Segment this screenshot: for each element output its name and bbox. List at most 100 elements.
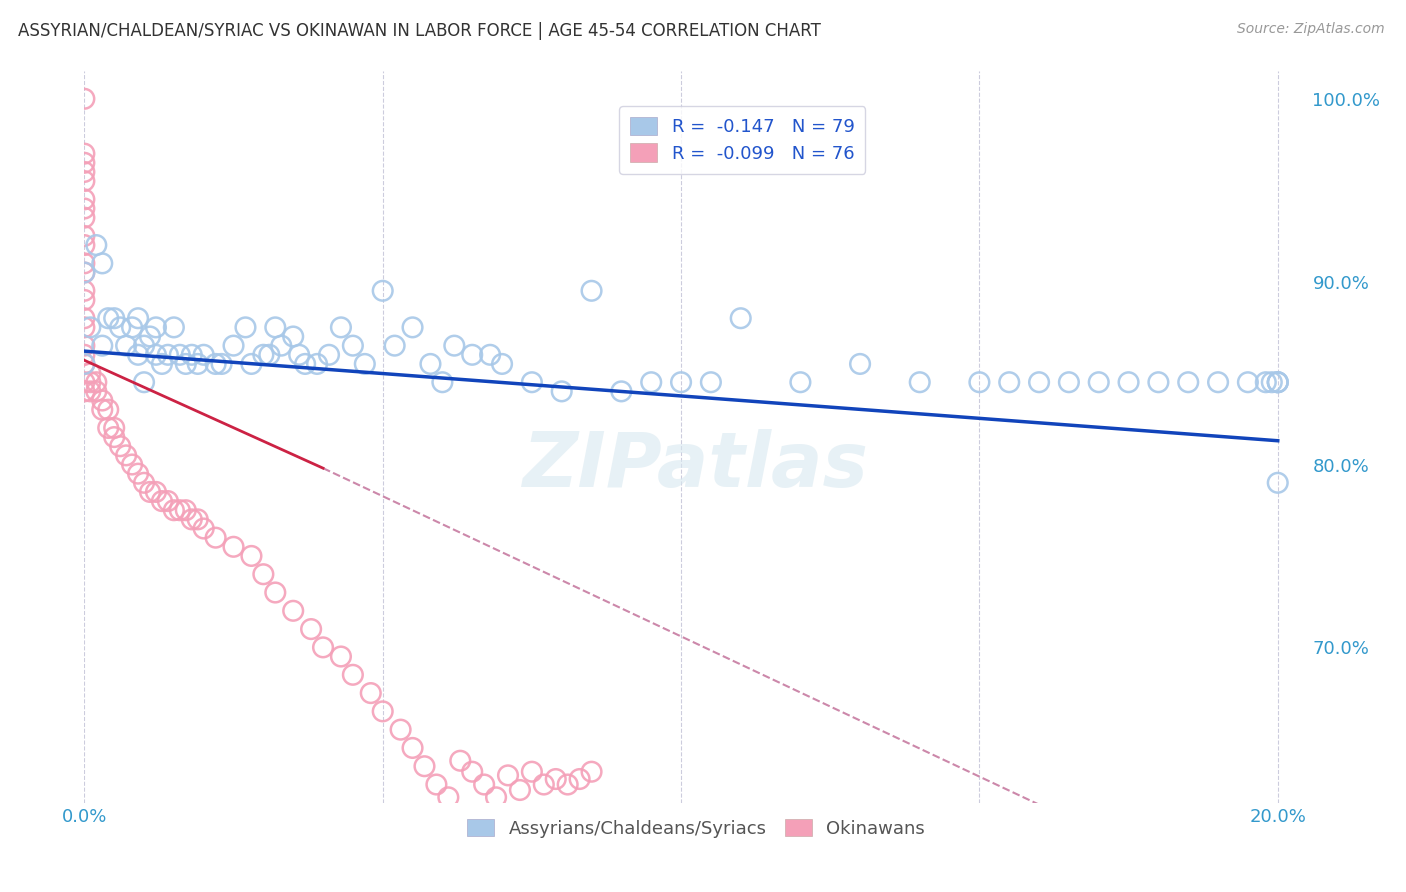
Point xyxy=(1267,375,1289,389)
Legend: Assyrians/Chaldeans/Syriacs, Okinawans: Assyrians/Chaldeans/Syriacs, Okinawans xyxy=(460,813,932,845)
Point xyxy=(108,320,131,334)
Point xyxy=(443,339,465,353)
Point xyxy=(73,165,96,179)
Point xyxy=(73,293,96,307)
Point xyxy=(73,193,96,207)
Point xyxy=(73,357,96,371)
Point xyxy=(307,357,329,371)
Point xyxy=(491,357,513,371)
Point xyxy=(84,238,107,252)
Point xyxy=(180,512,202,526)
Point xyxy=(610,384,633,399)
Point xyxy=(294,357,316,371)
Point xyxy=(139,329,162,343)
Point xyxy=(73,211,96,225)
Point xyxy=(969,375,991,389)
Point xyxy=(84,375,107,389)
Point xyxy=(371,284,394,298)
Point xyxy=(1118,375,1140,389)
Point xyxy=(211,357,233,371)
Point xyxy=(169,503,191,517)
Point xyxy=(264,585,287,599)
Point xyxy=(73,92,96,106)
Point xyxy=(103,311,125,326)
Text: ASSYRIAN/CHALDEAN/SYRIAC VS OKINAWAN IN LABOR FORCE | AGE 45-54 CORRELATION CHAR: ASSYRIAN/CHALDEAN/SYRIAC VS OKINAWAN IN … xyxy=(18,22,821,40)
Point xyxy=(485,790,508,805)
Point xyxy=(1267,475,1289,490)
Point xyxy=(1028,375,1050,389)
Point xyxy=(132,339,155,353)
Point xyxy=(79,320,101,334)
Point xyxy=(520,375,543,389)
Point xyxy=(1237,375,1260,389)
Point xyxy=(1087,375,1109,389)
Point xyxy=(73,311,96,326)
Point xyxy=(318,348,340,362)
Point xyxy=(91,256,114,270)
Point xyxy=(73,266,96,280)
Point xyxy=(568,772,591,786)
Point xyxy=(145,320,167,334)
Point xyxy=(73,238,96,252)
Point xyxy=(180,348,202,362)
Point xyxy=(79,384,101,399)
Point xyxy=(73,357,96,371)
Point xyxy=(97,421,120,435)
Point xyxy=(127,311,149,326)
Point xyxy=(132,375,155,389)
Point xyxy=(121,320,143,334)
Point xyxy=(73,320,96,334)
Point xyxy=(73,266,96,280)
Point xyxy=(156,348,179,362)
Point xyxy=(187,512,209,526)
Point xyxy=(73,256,96,270)
Point xyxy=(73,146,96,161)
Point xyxy=(461,764,484,779)
Point xyxy=(79,366,101,380)
Point xyxy=(163,503,186,517)
Point xyxy=(73,174,96,188)
Point xyxy=(73,384,96,399)
Point xyxy=(174,357,197,371)
Point xyxy=(91,393,114,408)
Point xyxy=(849,357,872,371)
Point xyxy=(283,329,305,343)
Point xyxy=(371,705,394,719)
Point xyxy=(329,320,352,334)
Point xyxy=(270,339,292,353)
Point xyxy=(789,375,811,389)
Point xyxy=(163,320,186,334)
Point xyxy=(73,348,96,362)
Point xyxy=(312,640,335,655)
Point xyxy=(91,339,114,353)
Point xyxy=(103,430,125,444)
Text: Source: ZipAtlas.com: Source: ZipAtlas.com xyxy=(1237,22,1385,37)
Point xyxy=(187,357,209,371)
Point xyxy=(174,503,197,517)
Point xyxy=(73,339,96,353)
Point xyxy=(384,339,406,353)
Point xyxy=(1177,375,1199,389)
Point xyxy=(240,549,263,563)
Point xyxy=(252,348,274,362)
Point xyxy=(908,375,931,389)
Point xyxy=(169,348,191,362)
Point xyxy=(1267,375,1289,389)
Point xyxy=(204,531,226,545)
Point xyxy=(342,667,364,681)
Point xyxy=(132,475,155,490)
Point xyxy=(1267,375,1289,389)
Point xyxy=(389,723,412,737)
Point xyxy=(121,458,143,472)
Point xyxy=(145,485,167,500)
Point xyxy=(252,567,274,582)
Point xyxy=(222,540,245,554)
Point xyxy=(998,375,1021,389)
Point xyxy=(520,764,543,779)
Point xyxy=(419,357,441,371)
Point xyxy=(509,783,531,797)
Point xyxy=(730,311,752,326)
Point xyxy=(193,348,215,362)
Point xyxy=(581,284,603,298)
Point xyxy=(222,339,245,353)
